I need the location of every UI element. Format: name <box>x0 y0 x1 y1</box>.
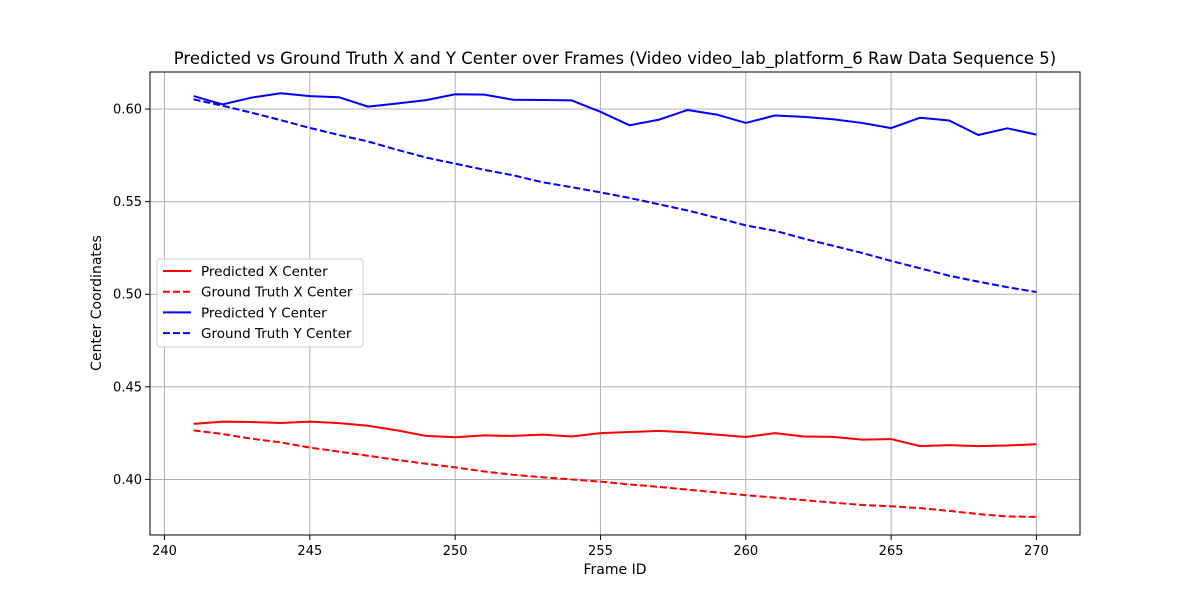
chart-legend: Predicted X Center Ground Truth X Center P… <box>156 258 364 348</box>
y-axis-label: Center Coordinates <box>89 235 105 371</box>
series-lines <box>193 92 1037 518</box>
x-tick-label: 270 <box>1024 544 1049 559</box>
x-axis-ticks: 240 245 250 255 260 265 270 <box>152 535 1049 559</box>
y-tick-label: 0.45 <box>113 380 142 395</box>
y-axis-ticks: 0.40 0.45 0.50 0.55 0.60 <box>113 103 150 488</box>
plot-area-frame <box>149 71 1081 536</box>
y-tick-label: 0.40 <box>113 473 142 488</box>
predicted-y-center-line <box>193 92 1037 136</box>
x-tick-label: 255 <box>588 544 613 559</box>
grid-lines <box>150 72 1080 535</box>
legend-box <box>156 258 364 348</box>
x-tick-label: 240 <box>152 544 177 559</box>
x-tick-label: 245 <box>297 544 322 559</box>
legend-label: Predicted X Center <box>201 264 328 280</box>
legend-label: Predicted Y Center <box>201 305 327 321</box>
predicted-x-center-line <box>193 420 1037 448</box>
y-tick-label: 0.55 <box>113 195 142 210</box>
x-tick-label: 260 <box>733 544 758 559</box>
x-tick-label: 250 <box>443 544 468 559</box>
x-axis-label: Frame ID <box>584 562 647 578</box>
chart-title: Predicted vs Ground Truth X and Y Center… <box>174 49 1056 69</box>
y-tick-label: 0.60 <box>113 103 142 118</box>
y-tick-label: 0.50 <box>113 288 142 303</box>
x-tick-label: 265 <box>879 544 904 559</box>
ground-truth-x-center-line <box>193 429 1037 518</box>
legend-label: Ground Truth Y Center <box>201 326 352 342</box>
ground-truth-y-center-line <box>193 98 1037 294</box>
legend-label: Ground Truth X Center <box>201 285 353 301</box>
